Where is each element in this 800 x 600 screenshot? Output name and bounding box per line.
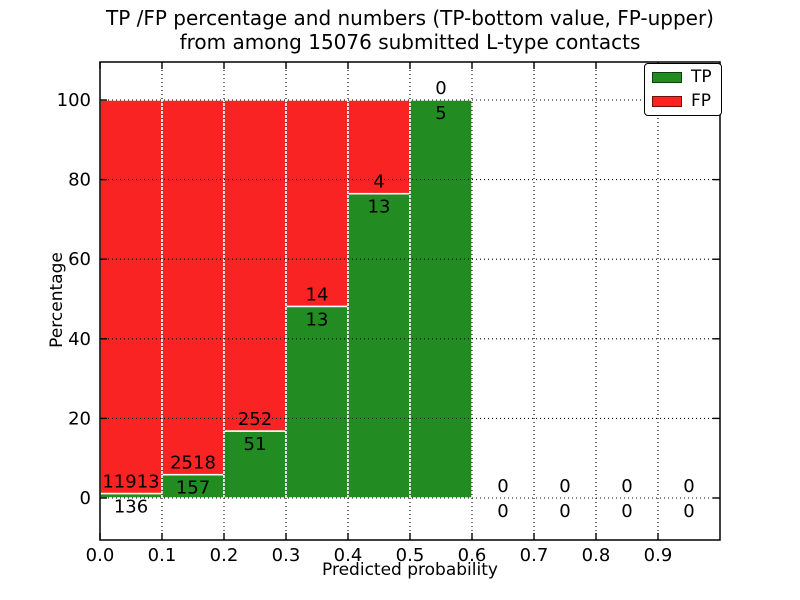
y-tick-label: 0 xyxy=(80,488,91,509)
fp-count-label: 4 xyxy=(373,172,384,193)
tp-count-label: 13 xyxy=(368,197,391,218)
y-tick-label: 100 xyxy=(57,90,91,111)
tp-count-label: 51 xyxy=(244,434,267,455)
y-tick-label: 80 xyxy=(68,170,91,191)
x-tick-label: 0.4 xyxy=(334,545,363,566)
legend-label-fp: FP xyxy=(691,91,712,111)
bar-fp-segment xyxy=(285,99,349,308)
fp-swatch-icon xyxy=(652,96,682,107)
x-tick-label: 0.0 xyxy=(86,545,115,566)
y-tick-label: 60 xyxy=(68,249,91,270)
x-tick-label: 0.1 xyxy=(148,545,177,566)
x-tick-label: 0.2 xyxy=(210,545,239,566)
fp-count-label: 14 xyxy=(306,284,329,305)
legend-entry-fp: FP xyxy=(652,93,712,110)
tp-swatch-icon xyxy=(652,72,682,83)
y-tick-label: 20 xyxy=(68,408,91,429)
chart-title-line2: from among 15076 submitted L-type contac… xyxy=(179,30,641,54)
tp-count-label: 5 xyxy=(435,103,446,124)
bar-tp-segment xyxy=(409,99,473,499)
chart-title: TP /FP percentage and numbers (TP-bottom… xyxy=(20,6,800,54)
tp-count-label: 136 xyxy=(114,497,148,518)
tp-count-label: 0 xyxy=(621,501,632,522)
fp-count-label: 0 xyxy=(683,476,694,497)
fp-count-label: 252 xyxy=(238,409,272,430)
legend: TP FP xyxy=(644,63,722,116)
tp-count-label: 157 xyxy=(176,478,210,499)
x-tick-label: 0.6 xyxy=(458,545,487,566)
x-tick-label: 0.3 xyxy=(272,545,301,566)
chart-title-line1: TP /FP percentage and numbers (TP-bottom… xyxy=(106,6,714,30)
legend-entry-tp: TP xyxy=(652,69,712,86)
bar-tp-segment xyxy=(285,305,349,499)
fp-count-label: 11913 xyxy=(102,472,159,493)
x-tick-label: 0.5 xyxy=(396,545,425,566)
fp-count-label: 0 xyxy=(621,476,632,497)
x-axis-label: Predicted probability xyxy=(322,560,498,580)
fp-count-label: 0 xyxy=(435,78,446,99)
fp-count-label: 0 xyxy=(497,476,508,497)
fp-count-label: 0 xyxy=(559,476,570,497)
bar-fp-segment xyxy=(161,99,225,476)
bar-fp-segment xyxy=(99,99,163,495)
bar-fp-segment xyxy=(347,99,411,195)
bar-fp-segment xyxy=(223,99,287,432)
y-tick-label: 40 xyxy=(68,329,91,350)
legend-label-tp: TP xyxy=(691,67,712,87)
tp-count-label: 13 xyxy=(306,309,329,330)
x-tick-label: 0.7 xyxy=(520,545,549,566)
tp-count-label: 0 xyxy=(559,501,570,522)
fp-count-label: 2518 xyxy=(170,453,216,474)
x-tick-label: 0.8 xyxy=(582,545,611,566)
tp-count-label: 0 xyxy=(683,501,694,522)
x-tick-label: 0.9 xyxy=(644,545,673,566)
bar-tp-segment xyxy=(347,192,411,499)
tp-count-label: 0 xyxy=(497,501,508,522)
